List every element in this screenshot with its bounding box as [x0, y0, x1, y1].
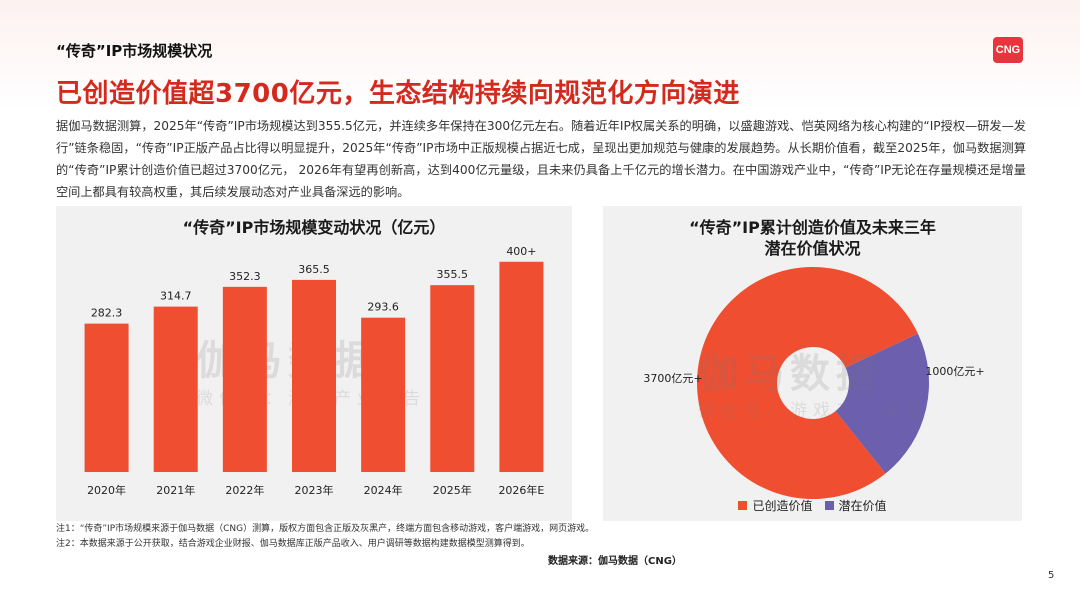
- donut-legend: 已创造价值 潜在价值: [603, 497, 1022, 514]
- legend-swatch: [824, 501, 834, 510]
- bar-value-label: 293.6: [367, 301, 399, 314]
- footnote-1: 注1：“传奇”IP市场规模来源于伽马数据（CNG）测算，版权方面包含正版及灰黑产…: [56, 524, 595, 534]
- footnote-2: 注2：本数据来源于公开获取，结合游戏企业财报、伽马数据库正版产品收入、用户调研等…: [56, 539, 530, 549]
- x-tick-label: 2020年: [87, 483, 126, 497]
- bar-5: [430, 285, 475, 472]
- bar-chart: 282.3 2020年 314.7 2021年 352.3 2022年 365.5 2023年…: [84, 245, 544, 497]
- bar-value-label: 282.3: [91, 307, 123, 320]
- legend-label: 已创造价值: [752, 499, 813, 513]
- x-tick-label: 2025年: [433, 483, 472, 497]
- x-tick-label: 2021年: [156, 483, 195, 497]
- donut-chart-title-line-1: “传奇”IP累计创造价值及未来三年: [689, 218, 936, 237]
- header-background: [0, 0, 1080, 110]
- donut-slice-1: [835, 333, 929, 474]
- slice-label-potential: 1000亿元+: [925, 365, 984, 378]
- body-paragraph: 据伽马数据测算，2025年“传奇”IP市场规模达到355.5亿元，并连续多年保持…: [56, 119, 1026, 199]
- x-tick-label: 2024年: [364, 483, 403, 497]
- bar-value-label: 352.3: [229, 270, 261, 283]
- x-tick-label: 2023年: [295, 483, 334, 497]
- x-tick-label: 2022年: [225, 483, 264, 497]
- bar-2: [222, 286, 267, 472]
- slice-label-created: 3700亿元+: [643, 372, 702, 385]
- bar-value-label: 365.5: [298, 263, 330, 276]
- bar-value-label: 400+: [506, 245, 536, 258]
- section-title: “传奇”IP市场规模状况: [56, 42, 213, 60]
- donut-chart-panel: “传奇”IP累计创造价值及未来三年 潜在价值状况 3700亿元+ 1000亿元+ …: [603, 206, 1022, 521]
- legend-item-potential: 潜在价值: [824, 497, 887, 514]
- donut-chart: 3700亿元+ 1000亿元+: [643, 267, 985, 499]
- bar-4: [361, 317, 406, 472]
- x-tick-label: 2026年E: [498, 483, 544, 497]
- donut-chart-title-line-2: 潜在价值状况: [764, 239, 861, 258]
- watermark: 伽马数据: [698, 351, 882, 397]
- data-source: 数据来源：伽马数据（CNG）: [548, 556, 682, 567]
- bar-3: [292, 279, 336, 472]
- bar-value-label: 314.7: [160, 290, 192, 303]
- watermark-sub: 微信号：游戏产业报告: [698, 401, 928, 421]
- cng-logo: CNG: [993, 37, 1023, 63]
- bar-1: [153, 306, 198, 472]
- bar-0: [84, 323, 129, 472]
- page-number: 5: [1048, 570, 1055, 581]
- page-headline: 已创造价值超3700亿元，生态结构持续向规范化方向演进: [56, 79, 740, 109]
- footnotes: 注1：“传奇”IP市场规模来源于伽马数据（CNG）测算，版权方面包含正版及灰黑产…: [56, 522, 594, 552]
- legend-label: 潜在价值: [838, 499, 887, 513]
- legend-swatch: [738, 501, 748, 510]
- bar-6: [499, 261, 544, 472]
- legend-item-created: 已创造价值: [738, 497, 813, 514]
- bar-value-label: 355.5: [437, 268, 469, 281]
- bar-chart-panel: “传奇”IP市场规模变动状况（亿元） 伽马数据 微信号：游戏产业报告 282.3…: [56, 206, 572, 521]
- bar-chart-title: “传奇”IP市场规模变动状况（亿元）: [182, 218, 446, 237]
- donut-slice-0: [697, 267, 918, 499]
